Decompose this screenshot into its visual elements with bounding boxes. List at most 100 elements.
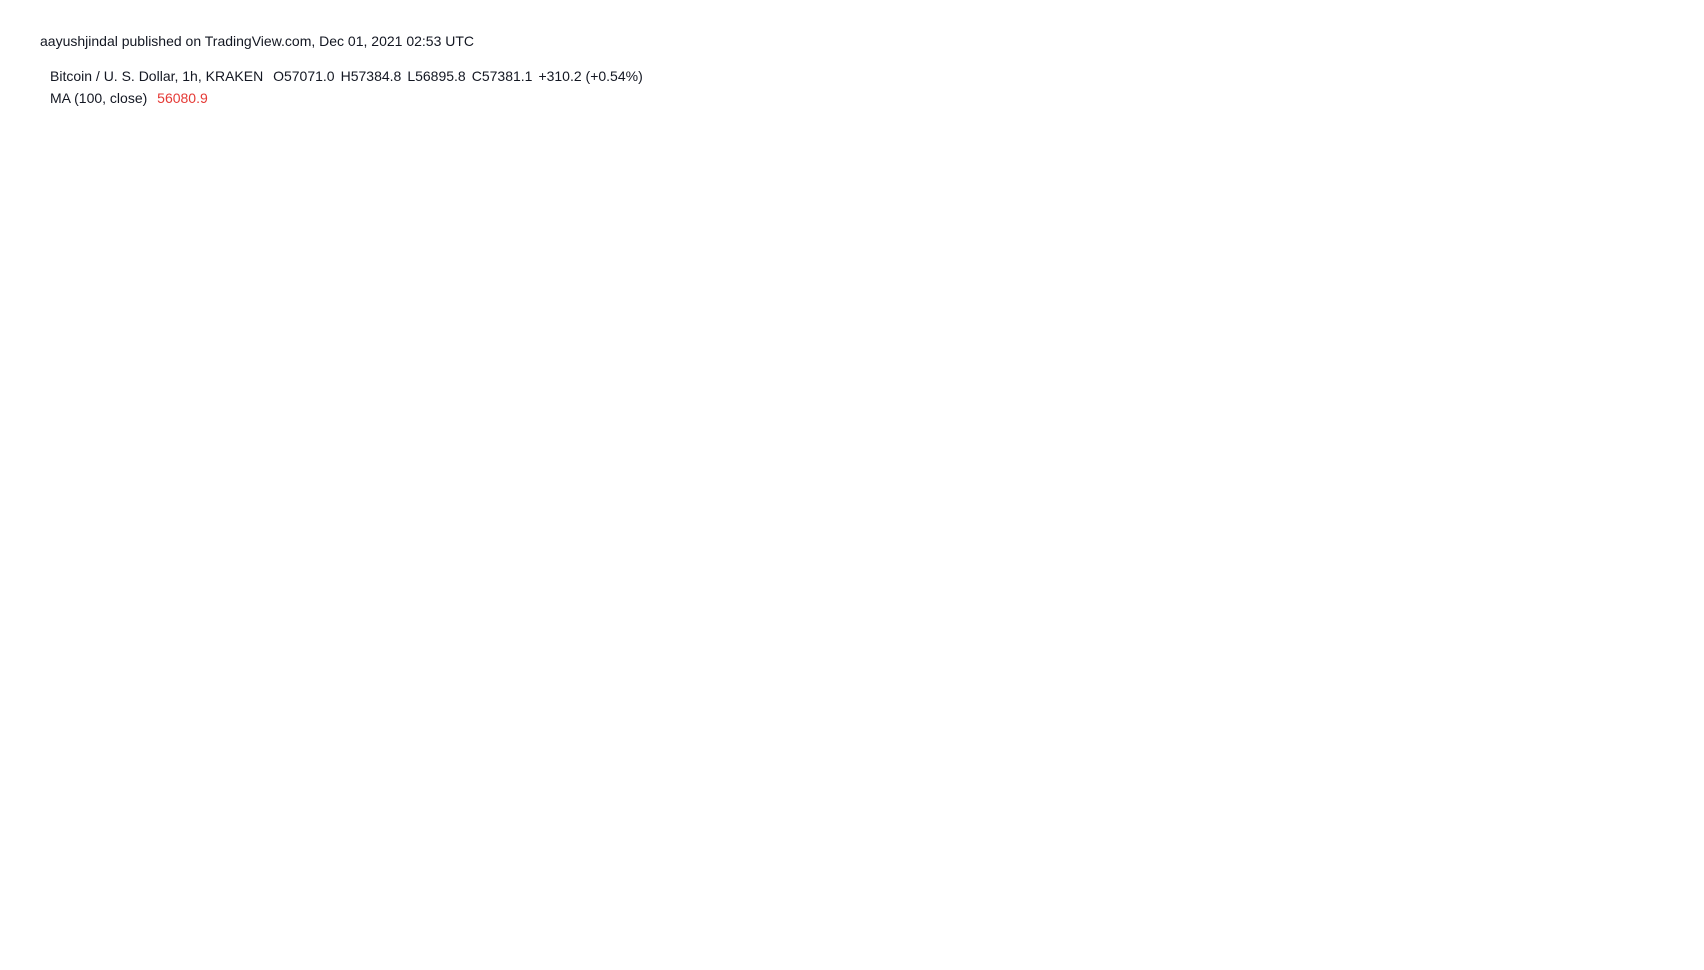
x-tick-label: 30 <box>809 897 823 912</box>
candle-body <box>339 695 347 702</box>
y-tick-label: 54400.0 <box>1610 699 1657 714</box>
fib-label: 0.618(58208.2) <box>1499 209 1587 224</box>
trendline-upper <box>744 139 1158 226</box>
candle-body <box>951 263 959 296</box>
candle-body <box>836 331 844 336</box>
price-tag <box>1598 250 1666 271</box>
y-tick-label: 58000.0 <box>1610 245 1657 260</box>
ma-name: MA (100, close) <box>50 90 148 106</box>
x-tick-label: 12:00 <box>108 897 141 912</box>
x-tick-label: 2 <box>1367 897 1374 912</box>
candle-body <box>51 716 59 727</box>
candle-body <box>362 707 371 715</box>
candle-body <box>639 310 648 390</box>
candle-body <box>997 335 1005 402</box>
y-tick-label: 57600.0 <box>1610 295 1657 310</box>
candle-body <box>674 383 682 385</box>
trendline-lower <box>881 371 1147 515</box>
y-tick-label: 55200.0 <box>1610 598 1657 613</box>
y-tick-label: 59200.0 <box>1610 93 1657 108</box>
ma-line <box>43 411 1117 556</box>
candle-body <box>743 165 751 171</box>
candle-body <box>455 726 463 771</box>
candle-body <box>559 286 567 334</box>
candle-body <box>501 468 509 639</box>
candle-body <box>789 214 798 243</box>
candle-body <box>824 288 832 332</box>
published-note: aayushjindal published on TradingView.co… <box>40 33 475 49</box>
y-tick-label: 54800.0 <box>1610 649 1657 664</box>
grid <box>41 57 1598 889</box>
currency-button[interactable] <box>1615 63 1657 89</box>
candle-body <box>755 165 763 270</box>
candle-body <box>766 242 775 270</box>
candle-body <box>108 659 117 671</box>
y-tick-label: 58800.0 <box>1610 144 1657 159</box>
x-tick-label: 28 <box>255 897 269 912</box>
candle-body <box>662 351 671 385</box>
candle-body <box>385 657 394 696</box>
x-tick-label: 12:00 <box>1493 897 1526 912</box>
price-tag <box>1598 126 1666 147</box>
candle-body <box>316 709 324 753</box>
candle-body <box>397 695 405 721</box>
currency-label[interactable]: USD <box>1622 68 1649 83</box>
candle-body <box>478 688 486 740</box>
chart-frame <box>40 56 1672 925</box>
ohlc-item: O57071.0 <box>273 68 335 84</box>
candle-body <box>189 629 197 640</box>
brand-name: TradingView <box>70 939 142 954</box>
candle-body <box>247 638 255 660</box>
ohlc-item: +310.2 (+0.54%) <box>538 68 643 84</box>
candle-body <box>616 322 624 339</box>
candle-body <box>1043 295 1052 321</box>
price-tag <box>1598 592 1666 613</box>
candle-body <box>293 730 301 746</box>
y-tick-label: 53600.0 <box>1610 800 1657 815</box>
candle-body <box>939 295 948 352</box>
x-tick-label: Dec <box>1082 897 1106 912</box>
candle-body <box>282 726 290 731</box>
ohlc-legend: O57071.0 H57384.8 L56895.8 C57381.1 +310.2 (… <box>273 68 649 84</box>
candle-body <box>166 637 174 639</box>
candle-body <box>882 431 890 460</box>
candle-body <box>570 333 578 335</box>
candle-body <box>547 274 555 287</box>
candle-body <box>120 662 128 671</box>
candle-body <box>374 657 382 708</box>
candle-body <box>270 661 278 727</box>
candle-body <box>720 304 728 361</box>
candle-body <box>778 214 786 243</box>
candle-body <box>963 205 971 264</box>
candle-body <box>916 398 925 407</box>
candle-body <box>1009 329 1017 402</box>
fib-label: 0.764(58598.7) <box>1499 159 1587 174</box>
price-tag <box>1598 799 1666 820</box>
price-tag-label: 58925.3 <box>1604 129 1651 144</box>
candle-body <box>1066 335 1075 361</box>
candle-body <box>847 327 855 336</box>
ma-legend: MA (100, close) 56080.9 <box>50 90 214 106</box>
arrow-down <box>1138 392 1184 458</box>
x-tick-label: 12:00 <box>385 897 418 912</box>
candle-body <box>536 274 544 342</box>
candle-body <box>732 170 740 304</box>
fib-label: 0.5(57892.6) <box>1513 249 1587 264</box>
y-tick-label: 58400.0 <box>1610 194 1657 209</box>
candle-body <box>409 720 417 727</box>
candle-body <box>697 335 705 369</box>
candle-body <box>709 360 717 369</box>
price-tag-label: 55237.5 <box>1604 595 1651 610</box>
x-tick-label: 29 <box>532 897 546 912</box>
candle-body <box>1078 335 1086 369</box>
candle-body <box>928 351 936 407</box>
candle-body <box>1101 298 1109 371</box>
candle-body <box>201 629 209 639</box>
candle-body <box>85 622 94 677</box>
candle-body <box>582 334 590 337</box>
candle-body <box>212 638 221 715</box>
candle-body <box>905 398 913 437</box>
candle-body <box>443 716 451 727</box>
fib-label: 0.236(57186.4) <box>1499 338 1587 353</box>
